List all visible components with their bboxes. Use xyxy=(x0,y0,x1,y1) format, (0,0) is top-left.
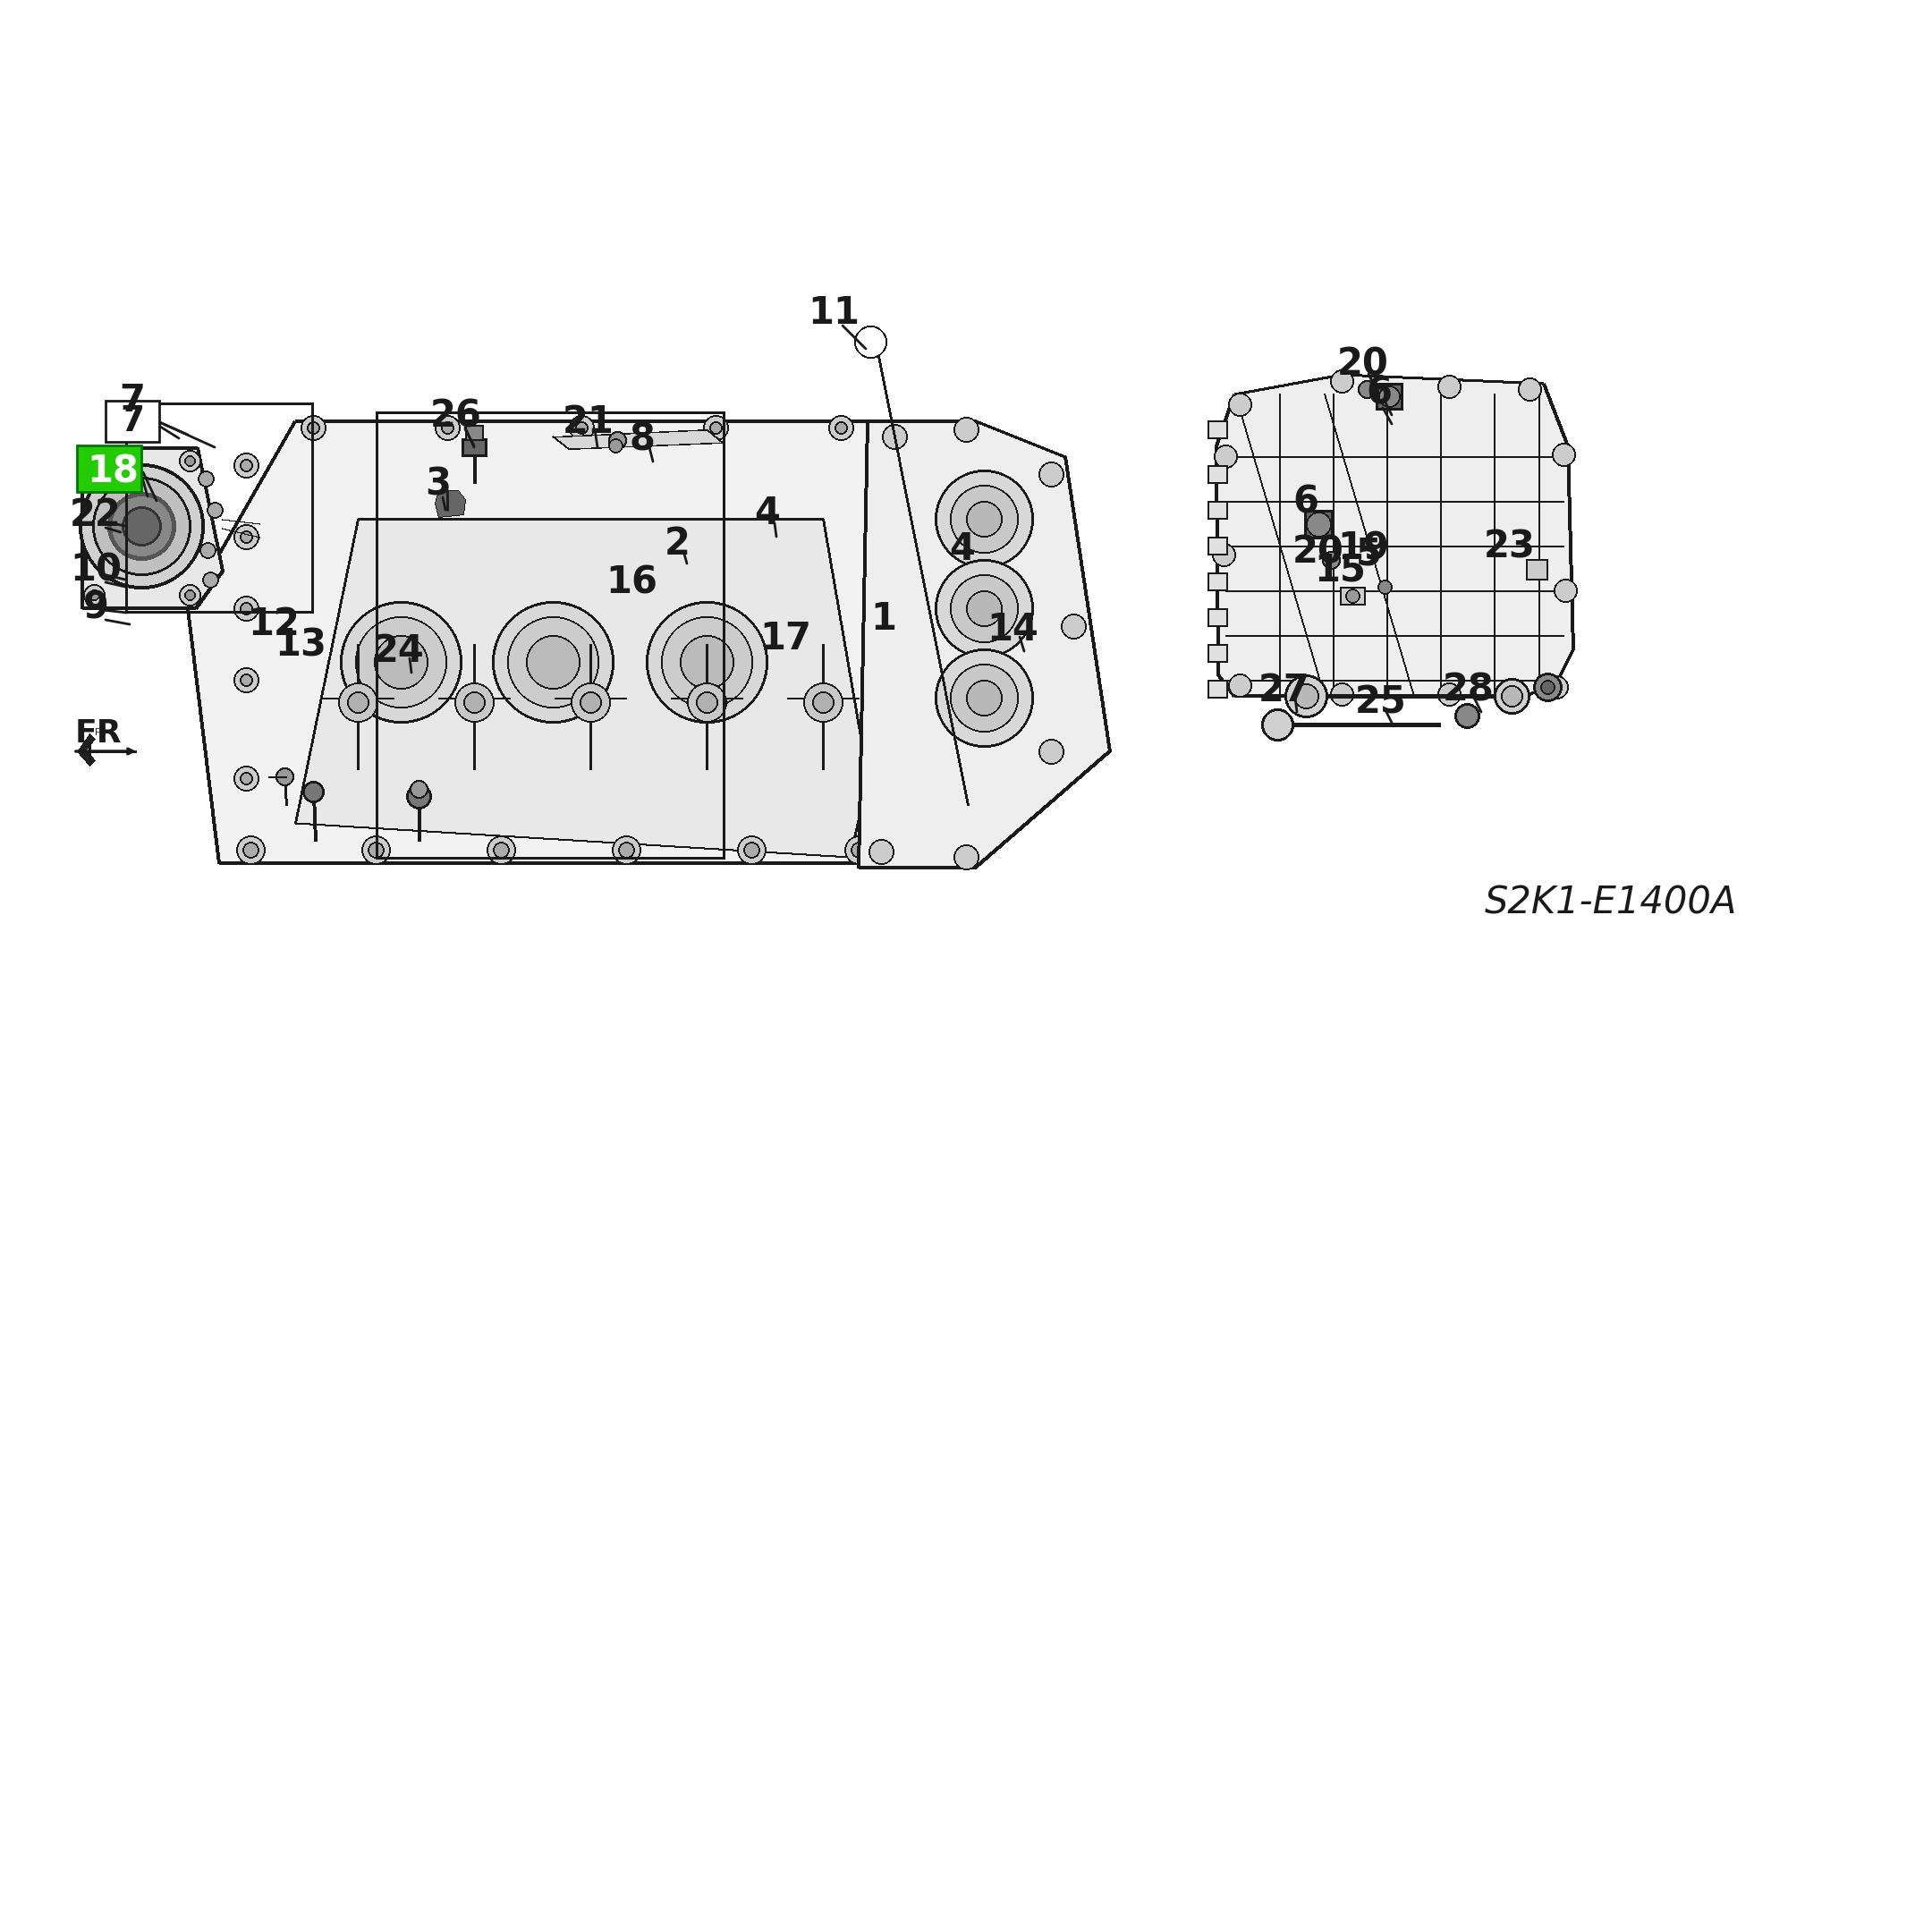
Text: 23: 23 xyxy=(1484,529,1536,566)
Text: 5: 5 xyxy=(1356,535,1381,574)
Text: 20: 20 xyxy=(1293,533,1345,572)
Text: 19: 19 xyxy=(1337,531,1389,568)
Text: 11: 11 xyxy=(808,294,860,332)
Text: 28: 28 xyxy=(1443,672,1495,709)
Text: 4: 4 xyxy=(755,495,781,531)
Text: 8: 8 xyxy=(630,421,655,458)
Text: 18: 18 xyxy=(87,454,139,491)
Text: 3: 3 xyxy=(425,466,452,504)
Text: 6: 6 xyxy=(1366,375,1393,412)
Text: 6: 6 xyxy=(1293,483,1320,522)
Text: S2K1-E1400A: S2K1-E1400A xyxy=(1486,885,1737,922)
Text: 20: 20 xyxy=(1337,346,1389,384)
Text: 4: 4 xyxy=(949,531,976,568)
Text: 7: 7 xyxy=(120,383,145,419)
Text: 9: 9 xyxy=(83,589,108,628)
Text: 10: 10 xyxy=(70,553,122,589)
Text: 16: 16 xyxy=(605,564,657,603)
Text: 24: 24 xyxy=(373,632,425,670)
Text: 13: 13 xyxy=(274,628,327,665)
Text: 12: 12 xyxy=(247,605,299,643)
Text: 7: 7 xyxy=(120,404,145,439)
Text: 26: 26 xyxy=(431,398,483,435)
Text: 21: 21 xyxy=(562,404,614,440)
Text: FR: FR xyxy=(75,719,122,748)
Text: 1: 1 xyxy=(871,601,896,638)
FancyBboxPatch shape xyxy=(77,446,141,493)
Text: 17: 17 xyxy=(759,620,811,657)
Text: 22: 22 xyxy=(70,497,122,533)
FancyBboxPatch shape xyxy=(106,400,158,442)
Text: 27: 27 xyxy=(1258,672,1310,709)
Text: 15: 15 xyxy=(1314,553,1366,589)
Text: 2: 2 xyxy=(665,526,690,562)
Text: 14: 14 xyxy=(987,611,1037,649)
Text: 25: 25 xyxy=(1354,684,1406,723)
